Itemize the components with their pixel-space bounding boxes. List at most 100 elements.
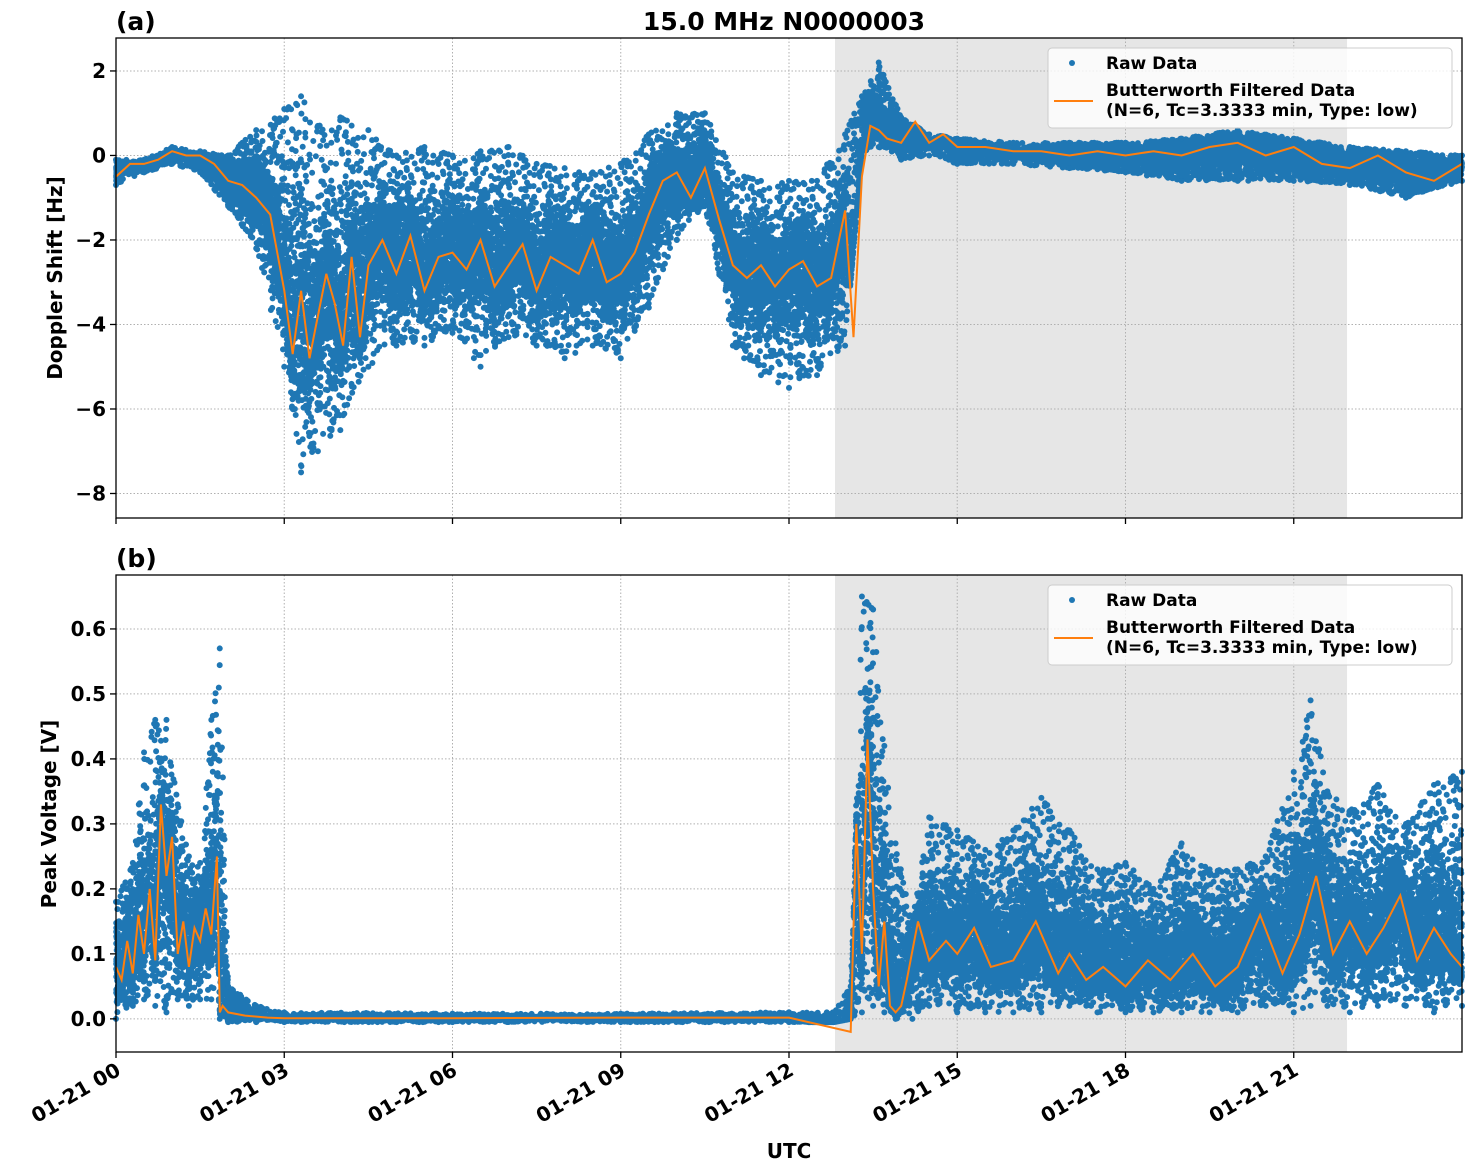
raw-data-peak-point <box>197 148 204 155</box>
raw-data-trough-point <box>870 1002 877 1009</box>
raw-data-trough-point <box>786 1019 792 1026</box>
y-ticks: 2 0 −2 −4 −6 −8 <box>75 59 116 505</box>
x-tick-label: 01-21 06 <box>363 1058 461 1128</box>
raw-data-peak-point <box>449 152 456 159</box>
raw-data-peak-point <box>1178 135 1185 142</box>
raw-data-peak-point <box>1038 794 1045 801</box>
raw-data-trough-point <box>1402 194 1409 201</box>
raw-data-trough-point <box>141 169 148 176</box>
y-tick-label: −4 <box>75 312 106 336</box>
raw-data-peak-point <box>477 148 484 155</box>
raw-data-peak-point <box>185 853 192 860</box>
raw-data-peak-point <box>786 1009 792 1016</box>
raw-data-trough-point <box>954 160 961 167</box>
raw-data-peak-point <box>814 177 821 184</box>
raw-data-trough-point <box>1094 1009 1101 1016</box>
panel-label: (a) <box>116 7 156 36</box>
raw-data-trough-point <box>842 342 849 349</box>
raw-data-trough-point <box>174 996 181 1003</box>
raw-data-peak-point <box>152 716 159 723</box>
legend-label-filtered: Butterworth Filtered Data <box>1106 618 1355 638</box>
y-tick-label: 0.3 <box>71 812 106 836</box>
raw-data-trough-point <box>1234 1009 1241 1016</box>
raw-data-trough-point <box>1430 1009 1437 1016</box>
raw-data-peak-point <box>129 859 136 866</box>
raw-data-trough-point <box>858 148 865 155</box>
raw-data-trough-point <box>926 152 933 159</box>
legend-box <box>1047 47 1453 129</box>
raw-data-trough-point <box>1178 177 1185 184</box>
raw-data-peak-point <box>1066 827 1073 834</box>
raw-data-peak-point <box>1010 827 1017 834</box>
raw-data-trough-point <box>421 342 428 349</box>
raw-data-peak-point <box>875 59 882 66</box>
raw-data-peak-point <box>1122 139 1129 146</box>
y-ticks: 0.6 0.5 0.4 0.3 0.2 0.1 0.0 <box>71 617 116 1031</box>
raw-data-peak-point <box>1234 866 1241 873</box>
raw-data-peak-point <box>365 127 372 134</box>
raw-data-trough-point <box>1346 1009 1353 1016</box>
chart-title: 15.0 MHz N0000003 <box>643 7 925 36</box>
raw-data-trough-point <box>197 996 204 1003</box>
raw-data-trough-point <box>365 363 372 370</box>
raw-data-trough-point <box>881 1009 888 1016</box>
raw-data-peak-point <box>1430 781 1437 788</box>
raw-data-peak-point <box>1324 788 1331 795</box>
raw-data-trough-point <box>1290 1009 1297 1016</box>
raw-data-trough-point <box>185 1002 192 1009</box>
raw-data-peak-point <box>1150 885 1157 892</box>
raw-data-peak-point <box>174 801 181 808</box>
raw-data-peak-point <box>505 144 512 151</box>
raw-data-peak-point <box>337 114 344 121</box>
x-tick-label: 01-21 03 <box>195 1058 293 1128</box>
raw-data-trough-point <box>1038 1009 1045 1016</box>
raw-data-trough-point <box>926 1002 933 1009</box>
raw-data-trough-point <box>757 372 764 379</box>
raw-data-peak-point <box>253 127 260 134</box>
x-ticks <box>115 518 1295 524</box>
raw-data-trough-point <box>163 1009 170 1016</box>
raw-data-peak-point <box>1010 139 1017 146</box>
raw-data-peak-point <box>870 606 877 613</box>
y-tick-label: 0.2 <box>71 877 106 901</box>
panel-a: 2 0 −2 −4 −6 −8 (a) 15.0 MHz N0000003 Doppler… <box>43 7 1465 524</box>
filtered-data-line <box>115 119 1463 359</box>
raw-data-trough-point <box>1010 1009 1017 1016</box>
raw-data-peak-point <box>449 1010 456 1017</box>
raw-data-trough-point <box>1324 1002 1331 1009</box>
raw-data-peak-point <box>561 165 568 172</box>
raw-data-trough-point <box>617 355 624 362</box>
raw-data-peak-point <box>926 131 933 138</box>
y-tick-label: −2 <box>75 228 106 252</box>
x-tick-label: 01-21 12 <box>700 1058 798 1128</box>
raw-data-trough-point <box>1374 1002 1381 1009</box>
raw-data-peak-point <box>1122 859 1129 866</box>
y-tick-label: 0.4 <box>71 747 106 771</box>
x-tick-label: 01-21 00 <box>27 1058 125 1128</box>
raw-data-peak-point <box>909 918 916 925</box>
raw-data-peak-point <box>617 160 624 167</box>
raw-data-peak-point <box>617 1010 624 1017</box>
raw-data-peak-point <box>1374 781 1381 788</box>
raw-data-trough-point <box>954 1009 961 1016</box>
raw-data-peak-point <box>253 1002 260 1009</box>
x-axis-label: UTC <box>767 1139 812 1163</box>
raw-data-trough-point <box>1206 1009 1213 1016</box>
x-tick-label: 01-21 09 <box>532 1058 630 1128</box>
raw-data-trough-point <box>1122 1009 1129 1016</box>
raw-data-trough-point <box>225 203 232 210</box>
raw-data-peak-point <box>729 169 736 176</box>
raw-data-peak-point <box>281 105 288 112</box>
raw-data-peak-point <box>673 110 680 117</box>
raw-data-peak-point <box>314 122 321 129</box>
legend: Raw Data Butterworth Filtered Data(N=6, T… <box>1047 584 1453 666</box>
raw-data-trough-point <box>1402 1002 1409 1009</box>
raw-data-peak-point <box>421 144 428 151</box>
legend-label-filter-params: (N=6, Tc=3.3333 min, Type: low) <box>1106 101 1418 121</box>
raw-data-trough-point <box>589 342 596 349</box>
raw-data-trough-point <box>617 1019 624 1026</box>
raw-data-peak-point <box>393 152 400 159</box>
x-tick-label: 01-21 21 <box>1205 1058 1303 1128</box>
legend-label-raw: Raw Data <box>1106 54 1197 74</box>
raw-data-trough-point <box>673 236 680 243</box>
